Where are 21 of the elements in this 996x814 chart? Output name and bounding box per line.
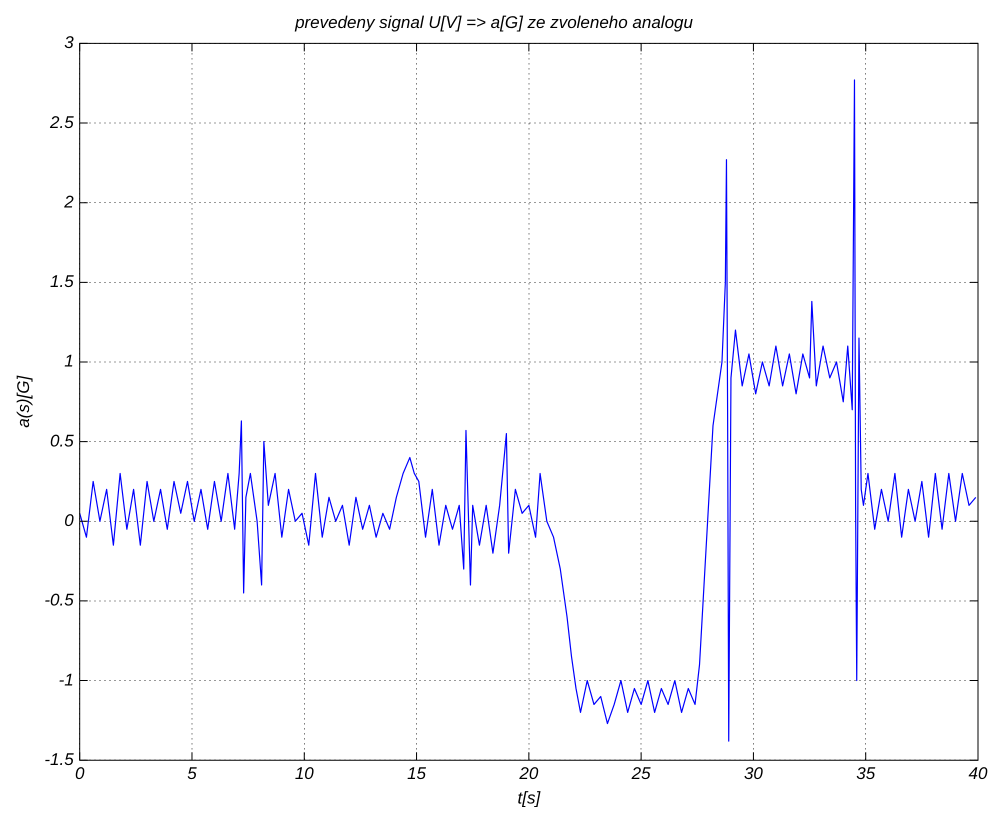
y-tick-label: -1 [58, 670, 74, 690]
y-tick-label: 0 [64, 511, 74, 530]
x-tick-label: 25 [630, 764, 652, 784]
x-tick-label: 20 [518, 764, 539, 784]
x-tick-label: 40 [968, 764, 988, 784]
x-tick-label: 15 [407, 764, 427, 784]
y-tick-label: -1.5 [44, 750, 74, 769]
chart-title: prevedeny signal U[V] => a[G] ze zvoleneho analogu [294, 12, 694, 32]
x-tick-label: 35 [856, 764, 876, 784]
x-tick-label: 30 [744, 764, 764, 784]
y-tick-label: 0.5 [50, 431, 74, 450]
x-tick-label: 10 [294, 764, 314, 784]
y-tick-label: 1 [64, 352, 74, 371]
x-tick-label: 5 [187, 764, 198, 784]
y-tick-label: 2 [63, 192, 74, 212]
y-axis-title: a(s)[G] [14, 374, 33, 428]
y-tick-label: -0.5 [44, 590, 74, 610]
x-axis-title: t[s] [518, 788, 542, 808]
y-tick-label: 3 [64, 33, 74, 52]
y-tick-label: 1.5 [50, 272, 74, 292]
y-tick-label: 2.5 [49, 112, 74, 132]
